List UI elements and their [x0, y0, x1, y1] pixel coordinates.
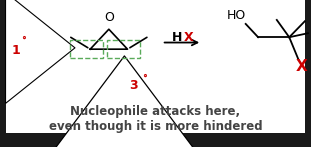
- Text: °: °: [21, 36, 26, 46]
- Text: even though it is more hindered: even though it is more hindered: [49, 120, 262, 133]
- Text: 1: 1: [11, 44, 20, 57]
- Text: X: X: [296, 59, 308, 74]
- Text: °: °: [142, 73, 147, 83]
- Text: 3: 3: [129, 78, 138, 92]
- FancyBboxPatch shape: [6, 0, 305, 133]
- Text: HO: HO: [227, 9, 246, 22]
- Text: H: H: [172, 31, 183, 44]
- Text: Nucleophile attacks here,: Nucleophile attacks here,: [70, 105, 241, 118]
- Text: X: X: [183, 31, 193, 44]
- Text: O: O: [104, 11, 114, 24]
